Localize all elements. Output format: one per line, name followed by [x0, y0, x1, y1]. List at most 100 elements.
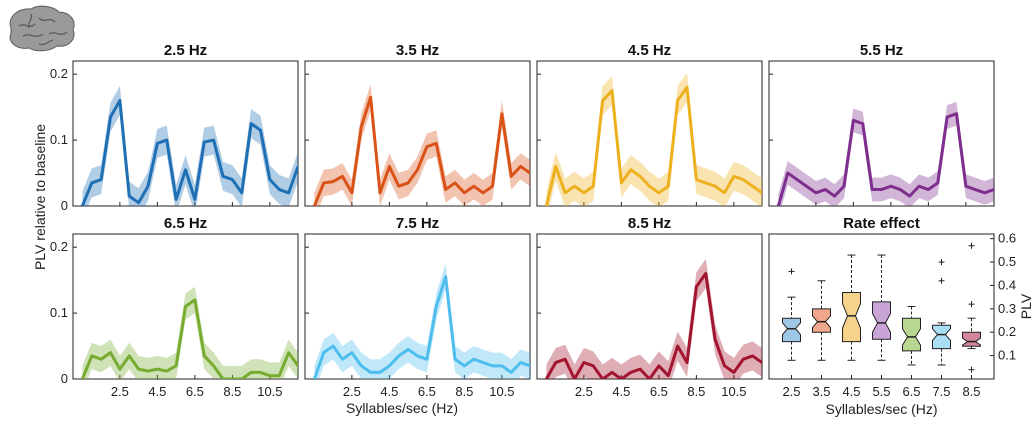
data-point	[287, 192, 290, 194]
data-point	[128, 195, 131, 197]
data-point	[573, 185, 576, 188]
data-point	[175, 365, 177, 367]
panel-frame	[536, 60, 763, 207]
x-tick-label: 2.5	[111, 384, 129, 399]
panel-title: Rate effect	[843, 215, 920, 232]
data-point	[313, 378, 316, 379]
panel-frame	[304, 60, 531, 207]
y-tick-label: 0.2	[50, 66, 68, 81]
error-band	[314, 263, 530, 379]
series-line	[80, 99, 298, 206]
data-point	[287, 351, 290, 354]
panel-1: 2.5 Hz 0 0.1 0.2	[50, 42, 299, 213]
y-tick-label: 0	[61, 371, 68, 386]
data-point	[397, 185, 400, 188]
data-point	[786, 172, 789, 174]
y-tick-label: 0.2	[50, 239, 68, 254]
data-point	[81, 205, 84, 206]
data-point	[805, 185, 808, 188]
data-point	[529, 365, 530, 367]
data-point	[601, 99, 604, 102]
panel-7: 8.5 Hz 2.5 4.5 6.5 8.5 10.5	[536, 215, 763, 399]
data-point	[676, 345, 679, 347]
box-5.5	[872, 254, 891, 361]
series-line	[776, 112, 994, 206]
x-tick-label: 6.5	[650, 384, 668, 399]
data-point	[472, 358, 475, 361]
data-point	[519, 361, 522, 364]
data-point	[332, 345, 334, 347]
data-point	[899, 188, 902, 191]
panel-title: 2.5 Hz	[164, 42, 207, 59]
data-point	[927, 188, 930, 191]
x-tick-label: 6.5	[418, 384, 436, 399]
data-point	[119, 99, 121, 102]
data-point	[444, 276, 447, 278]
data-point	[184, 168, 187, 171]
x-tick-label: 2.5	[782, 384, 800, 399]
data-point	[416, 355, 419, 357]
x-tick-label: 6.5	[902, 384, 920, 399]
series-line	[544, 85, 762, 206]
data-point	[297, 165, 298, 168]
data-point	[545, 205, 548, 206]
data-point	[965, 185, 967, 188]
data-point	[222, 378, 224, 379]
data-point	[322, 182, 325, 184]
data-point	[269, 178, 271, 181]
box-body	[872, 301, 891, 340]
data-point	[564, 192, 566, 194]
data-point	[871, 188, 873, 191]
data-point	[444, 188, 447, 191]
data-point	[955, 112, 958, 115]
box-body	[932, 324, 951, 350]
data-point	[983, 192, 986, 194]
y-tick-label: 0.4	[998, 277, 1016, 292]
data-point	[156, 368, 159, 370]
x-tick-label: 8.5	[687, 384, 705, 399]
data-point	[463, 192, 466, 194]
data-point	[100, 358, 102, 361]
data-point	[341, 358, 344, 361]
panel-title: 3.5 Hz	[396, 42, 439, 59]
data-point	[777, 205, 780, 206]
data-point	[501, 112, 503, 115]
x-tick-label: 10.5	[257, 384, 282, 399]
x-tick-label: 4.5	[380, 384, 398, 399]
data-point	[454, 182, 456, 184]
panel-frame	[72, 233, 299, 380]
data-point	[454, 358, 456, 361]
series-line	[545, 272, 762, 379]
data-point	[435, 142, 438, 145]
data-point	[147, 370, 149, 372]
box-body	[812, 308, 831, 333]
data-point	[231, 178, 234, 181]
data-point	[81, 378, 84, 379]
data-point	[119, 368, 121, 370]
x-tick-label: 2.5	[575, 384, 593, 399]
data-point	[880, 188, 883, 191]
data-point	[250, 122, 252, 125]
data-point	[843, 185, 845, 188]
data-point	[360, 126, 363, 128]
data-point	[648, 378, 651, 379]
data-point	[351, 192, 353, 194]
data-point	[918, 185, 920, 188]
data-point	[695, 178, 698, 181]
y-tick-label: 0.6	[998, 231, 1016, 246]
data-point	[165, 139, 168, 141]
data-point	[519, 165, 522, 168]
data-point	[491, 365, 494, 367]
data-point	[510, 175, 513, 178]
plot-area	[312, 263, 530, 379]
data-point	[360, 365, 363, 367]
x-tick-label: 6.5	[186, 384, 204, 399]
x-tick-label: 10.5	[489, 384, 514, 399]
data-point	[147, 185, 149, 188]
y-tick-label: 0	[61, 198, 68, 213]
data-point	[815, 192, 817, 194]
data-point	[259, 371, 262, 374]
data-point	[90, 355, 93, 357]
data-point	[620, 182, 623, 184]
data-point	[592, 185, 595, 188]
